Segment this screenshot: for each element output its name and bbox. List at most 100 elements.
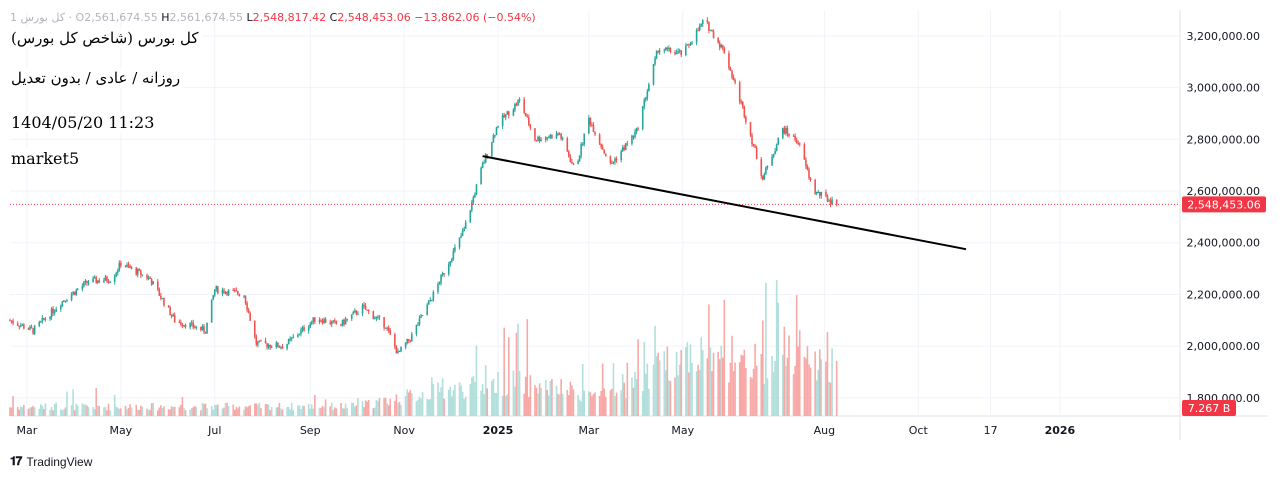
volume-bar bbox=[38, 408, 41, 416]
candle-body bbox=[269, 344, 271, 348]
volume-bar bbox=[491, 381, 493, 416]
candle-body bbox=[300, 329, 302, 335]
candle-body bbox=[292, 336, 295, 338]
volume-bar bbox=[634, 371, 636, 416]
volume-bar bbox=[32, 405, 34, 416]
volume-bar bbox=[320, 407, 322, 416]
volume-bar bbox=[528, 397, 530, 416]
candle-body bbox=[289, 338, 291, 340]
candle-body bbox=[146, 274, 148, 279]
volume-bar bbox=[103, 407, 105, 416]
volume-bar bbox=[55, 402, 57, 416]
candle-body bbox=[372, 311, 375, 319]
volume-bar bbox=[329, 406, 332, 416]
volume-bar bbox=[581, 363, 584, 416]
candle-body bbox=[624, 143, 627, 150]
candle-body bbox=[728, 53, 730, 68]
volume-bar bbox=[486, 388, 489, 416]
volume-bar bbox=[803, 356, 806, 416]
volume-bar bbox=[689, 344, 692, 416]
candle-body bbox=[603, 149, 606, 154]
volume-bar bbox=[685, 347, 687, 416]
candle-body bbox=[794, 135, 796, 140]
candle-body bbox=[741, 101, 744, 107]
candle-body bbox=[518, 99, 521, 101]
volume-bar bbox=[210, 405, 213, 416]
volume-bar bbox=[344, 403, 347, 416]
candle-body bbox=[224, 292, 227, 294]
volume-bar bbox=[246, 407, 248, 416]
volume-bar bbox=[712, 352, 715, 416]
volume-bar bbox=[415, 401, 418, 416]
candle-body bbox=[611, 163, 613, 165]
volume-bar bbox=[771, 356, 773, 416]
candle-body bbox=[591, 124, 593, 126]
candle-body bbox=[310, 321, 313, 324]
volume-bar bbox=[98, 405, 101, 416]
volume-bar bbox=[141, 406, 144, 416]
candle-body bbox=[709, 30, 712, 32]
candle-body bbox=[411, 333, 413, 342]
candle-body bbox=[474, 194, 476, 198]
candle-body bbox=[723, 47, 726, 54]
open-label: O bbox=[75, 11, 85, 24]
x-tick-label: Jul bbox=[207, 424, 221, 437]
candle-body bbox=[483, 162, 485, 164]
volume-bar bbox=[805, 358, 807, 416]
candle-body bbox=[743, 106, 746, 117]
candle-body bbox=[243, 295, 245, 297]
candle-body bbox=[785, 128, 787, 134]
candle-body bbox=[614, 158, 616, 162]
candle-body bbox=[523, 99, 525, 114]
volume-bar bbox=[378, 397, 381, 416]
candle-body bbox=[290, 337, 293, 339]
tradingview-logo[interactable]: 𝟏𝟕 TradingView bbox=[10, 454, 92, 469]
candle-body bbox=[646, 91, 649, 99]
volume-bar bbox=[352, 402, 355, 416]
candle-body bbox=[170, 315, 173, 317]
candle-body bbox=[711, 30, 713, 32]
volume-bar bbox=[150, 403, 153, 416]
candle-body bbox=[441, 273, 444, 276]
candle-body bbox=[817, 191, 820, 193]
volume-bar bbox=[178, 407, 181, 416]
candle-body bbox=[745, 116, 747, 123]
candle-body bbox=[771, 157, 773, 166]
candle-body bbox=[604, 153, 607, 157]
x-tick-label: Oct bbox=[909, 424, 929, 437]
candle-body bbox=[763, 173, 766, 180]
candle-body bbox=[729, 67, 732, 71]
volume-bar bbox=[517, 323, 519, 416]
volume-bar bbox=[809, 367, 812, 416]
volume-bar bbox=[797, 346, 800, 416]
candle-body bbox=[343, 319, 345, 325]
volume-bar bbox=[39, 404, 42, 416]
candle-body bbox=[658, 50, 661, 53]
open-value: 2,561,674.55 bbox=[84, 11, 158, 24]
volume-bar bbox=[275, 407, 278, 416]
volume-bar bbox=[357, 398, 359, 416]
candle-body bbox=[334, 320, 336, 322]
candle-body bbox=[386, 327, 388, 329]
candle-body bbox=[115, 272, 118, 277]
volume-bar bbox=[652, 364, 655, 416]
candle-body bbox=[50, 308, 53, 318]
candle-body bbox=[223, 290, 225, 294]
volume-bar bbox=[643, 342, 646, 416]
volume-bar bbox=[223, 407, 225, 416]
volume-bar bbox=[237, 408, 239, 416]
volume-bar bbox=[9, 407, 11, 416]
x-tick-label: Nov bbox=[393, 424, 415, 437]
volume-bar bbox=[675, 351, 678, 416]
candle-body bbox=[9, 320, 11, 322]
volume-bar bbox=[777, 302, 779, 416]
candle-body bbox=[537, 137, 539, 141]
volume-bar bbox=[723, 299, 726, 416]
volume-bar bbox=[118, 408, 121, 416]
volume-bar bbox=[507, 337, 510, 416]
candle-body bbox=[178, 322, 181, 324]
time-axis: Mar May Jul Sep Nov 2025 Mar May Aug Oct 17 2026 bbox=[17, 424, 1076, 437]
candle-body bbox=[320, 320, 322, 322]
